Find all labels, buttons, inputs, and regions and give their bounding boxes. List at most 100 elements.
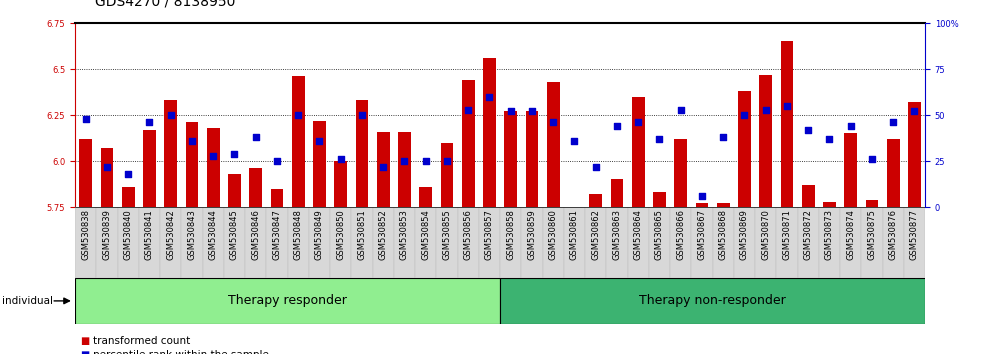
- Bar: [75, 278, 500, 324]
- Text: GSM530850: GSM530850: [336, 209, 345, 260]
- Bar: [143, 130, 156, 207]
- Bar: [632, 97, 644, 207]
- Point: [290, 112, 306, 118]
- Point: [566, 138, 582, 144]
- Point: [269, 158, 285, 164]
- Bar: [883, 207, 904, 278]
- Bar: [330, 207, 351, 278]
- Bar: [292, 76, 304, 207]
- Text: GSM530847: GSM530847: [272, 209, 281, 260]
- Bar: [585, 207, 606, 278]
- Text: GSM530856: GSM530856: [464, 209, 473, 260]
- Bar: [844, 133, 857, 207]
- Text: GSM530844: GSM530844: [209, 209, 218, 260]
- Bar: [628, 207, 649, 278]
- Text: GSM530863: GSM530863: [612, 209, 621, 260]
- Point: [843, 123, 859, 129]
- Bar: [504, 112, 517, 207]
- Bar: [696, 204, 708, 207]
- Bar: [606, 207, 628, 278]
- Text: GSM530851: GSM530851: [357, 209, 366, 260]
- Bar: [819, 207, 840, 278]
- Point: [226, 151, 242, 156]
- Bar: [691, 207, 712, 278]
- Bar: [100, 148, 113, 207]
- Bar: [351, 207, 372, 278]
- Bar: [245, 207, 266, 278]
- Text: GSM530872: GSM530872: [804, 209, 813, 260]
- Text: GSM530875: GSM530875: [867, 209, 876, 260]
- Bar: [866, 200, 878, 207]
- Bar: [398, 132, 411, 207]
- Bar: [674, 139, 687, 207]
- Bar: [734, 207, 755, 278]
- Text: GSM530866: GSM530866: [676, 209, 685, 260]
- Bar: [798, 207, 819, 278]
- Bar: [781, 41, 793, 207]
- Text: ■: ■: [80, 350, 89, 354]
- Bar: [309, 207, 330, 278]
- Point: [184, 138, 200, 144]
- Text: Therapy non-responder: Therapy non-responder: [639, 295, 786, 307]
- Text: GSM530841: GSM530841: [145, 209, 154, 260]
- Bar: [649, 207, 670, 278]
- Text: individual: individual: [2, 296, 53, 306]
- Text: GSM530877: GSM530877: [910, 209, 919, 260]
- Bar: [202, 207, 224, 278]
- Bar: [228, 174, 241, 207]
- Point: [630, 120, 646, 125]
- Text: GSM530865: GSM530865: [655, 209, 664, 260]
- Bar: [802, 185, 815, 207]
- Bar: [288, 207, 309, 278]
- Point: [821, 136, 837, 142]
- Bar: [500, 207, 521, 278]
- Bar: [861, 207, 883, 278]
- Point: [333, 156, 349, 162]
- Text: GSM530874: GSM530874: [846, 209, 855, 260]
- Text: GSM530843: GSM530843: [187, 209, 196, 260]
- Bar: [394, 207, 415, 278]
- Text: GSM530858: GSM530858: [506, 209, 515, 260]
- Bar: [738, 91, 751, 207]
- Point: [715, 134, 731, 140]
- Text: GSM530848: GSM530848: [294, 209, 303, 260]
- Text: GSM530862: GSM530862: [591, 209, 600, 260]
- Bar: [122, 187, 134, 207]
- Bar: [270, 189, 283, 207]
- Bar: [610, 179, 623, 207]
- Bar: [207, 128, 220, 207]
- Bar: [776, 207, 798, 278]
- Bar: [139, 207, 160, 278]
- Point: [248, 134, 264, 140]
- Bar: [266, 207, 288, 278]
- Text: ■: ■: [80, 336, 89, 346]
- Bar: [75, 207, 925, 278]
- Text: GSM530855: GSM530855: [442, 209, 451, 260]
- Bar: [759, 75, 772, 207]
- Bar: [415, 207, 436, 278]
- Text: GSM530873: GSM530873: [825, 209, 834, 260]
- Bar: [483, 58, 496, 207]
- Point: [779, 103, 795, 109]
- Text: GSM530846: GSM530846: [251, 209, 260, 260]
- Point: [120, 171, 136, 177]
- Point: [736, 112, 752, 118]
- Bar: [181, 207, 202, 278]
- Text: GSM530845: GSM530845: [230, 209, 239, 260]
- Text: GSM530864: GSM530864: [634, 209, 643, 260]
- Bar: [356, 100, 368, 207]
- Point: [609, 123, 625, 129]
- Bar: [224, 207, 245, 278]
- Point: [885, 120, 901, 125]
- Point: [163, 112, 179, 118]
- Bar: [547, 82, 560, 207]
- Point: [694, 193, 710, 199]
- Bar: [908, 102, 921, 207]
- Text: GSM530852: GSM530852: [379, 209, 388, 260]
- Bar: [823, 201, 836, 207]
- Bar: [313, 121, 326, 207]
- Bar: [186, 122, 198, 207]
- Point: [205, 153, 221, 158]
- Bar: [79, 139, 92, 207]
- Text: GSM530871: GSM530871: [782, 209, 791, 260]
